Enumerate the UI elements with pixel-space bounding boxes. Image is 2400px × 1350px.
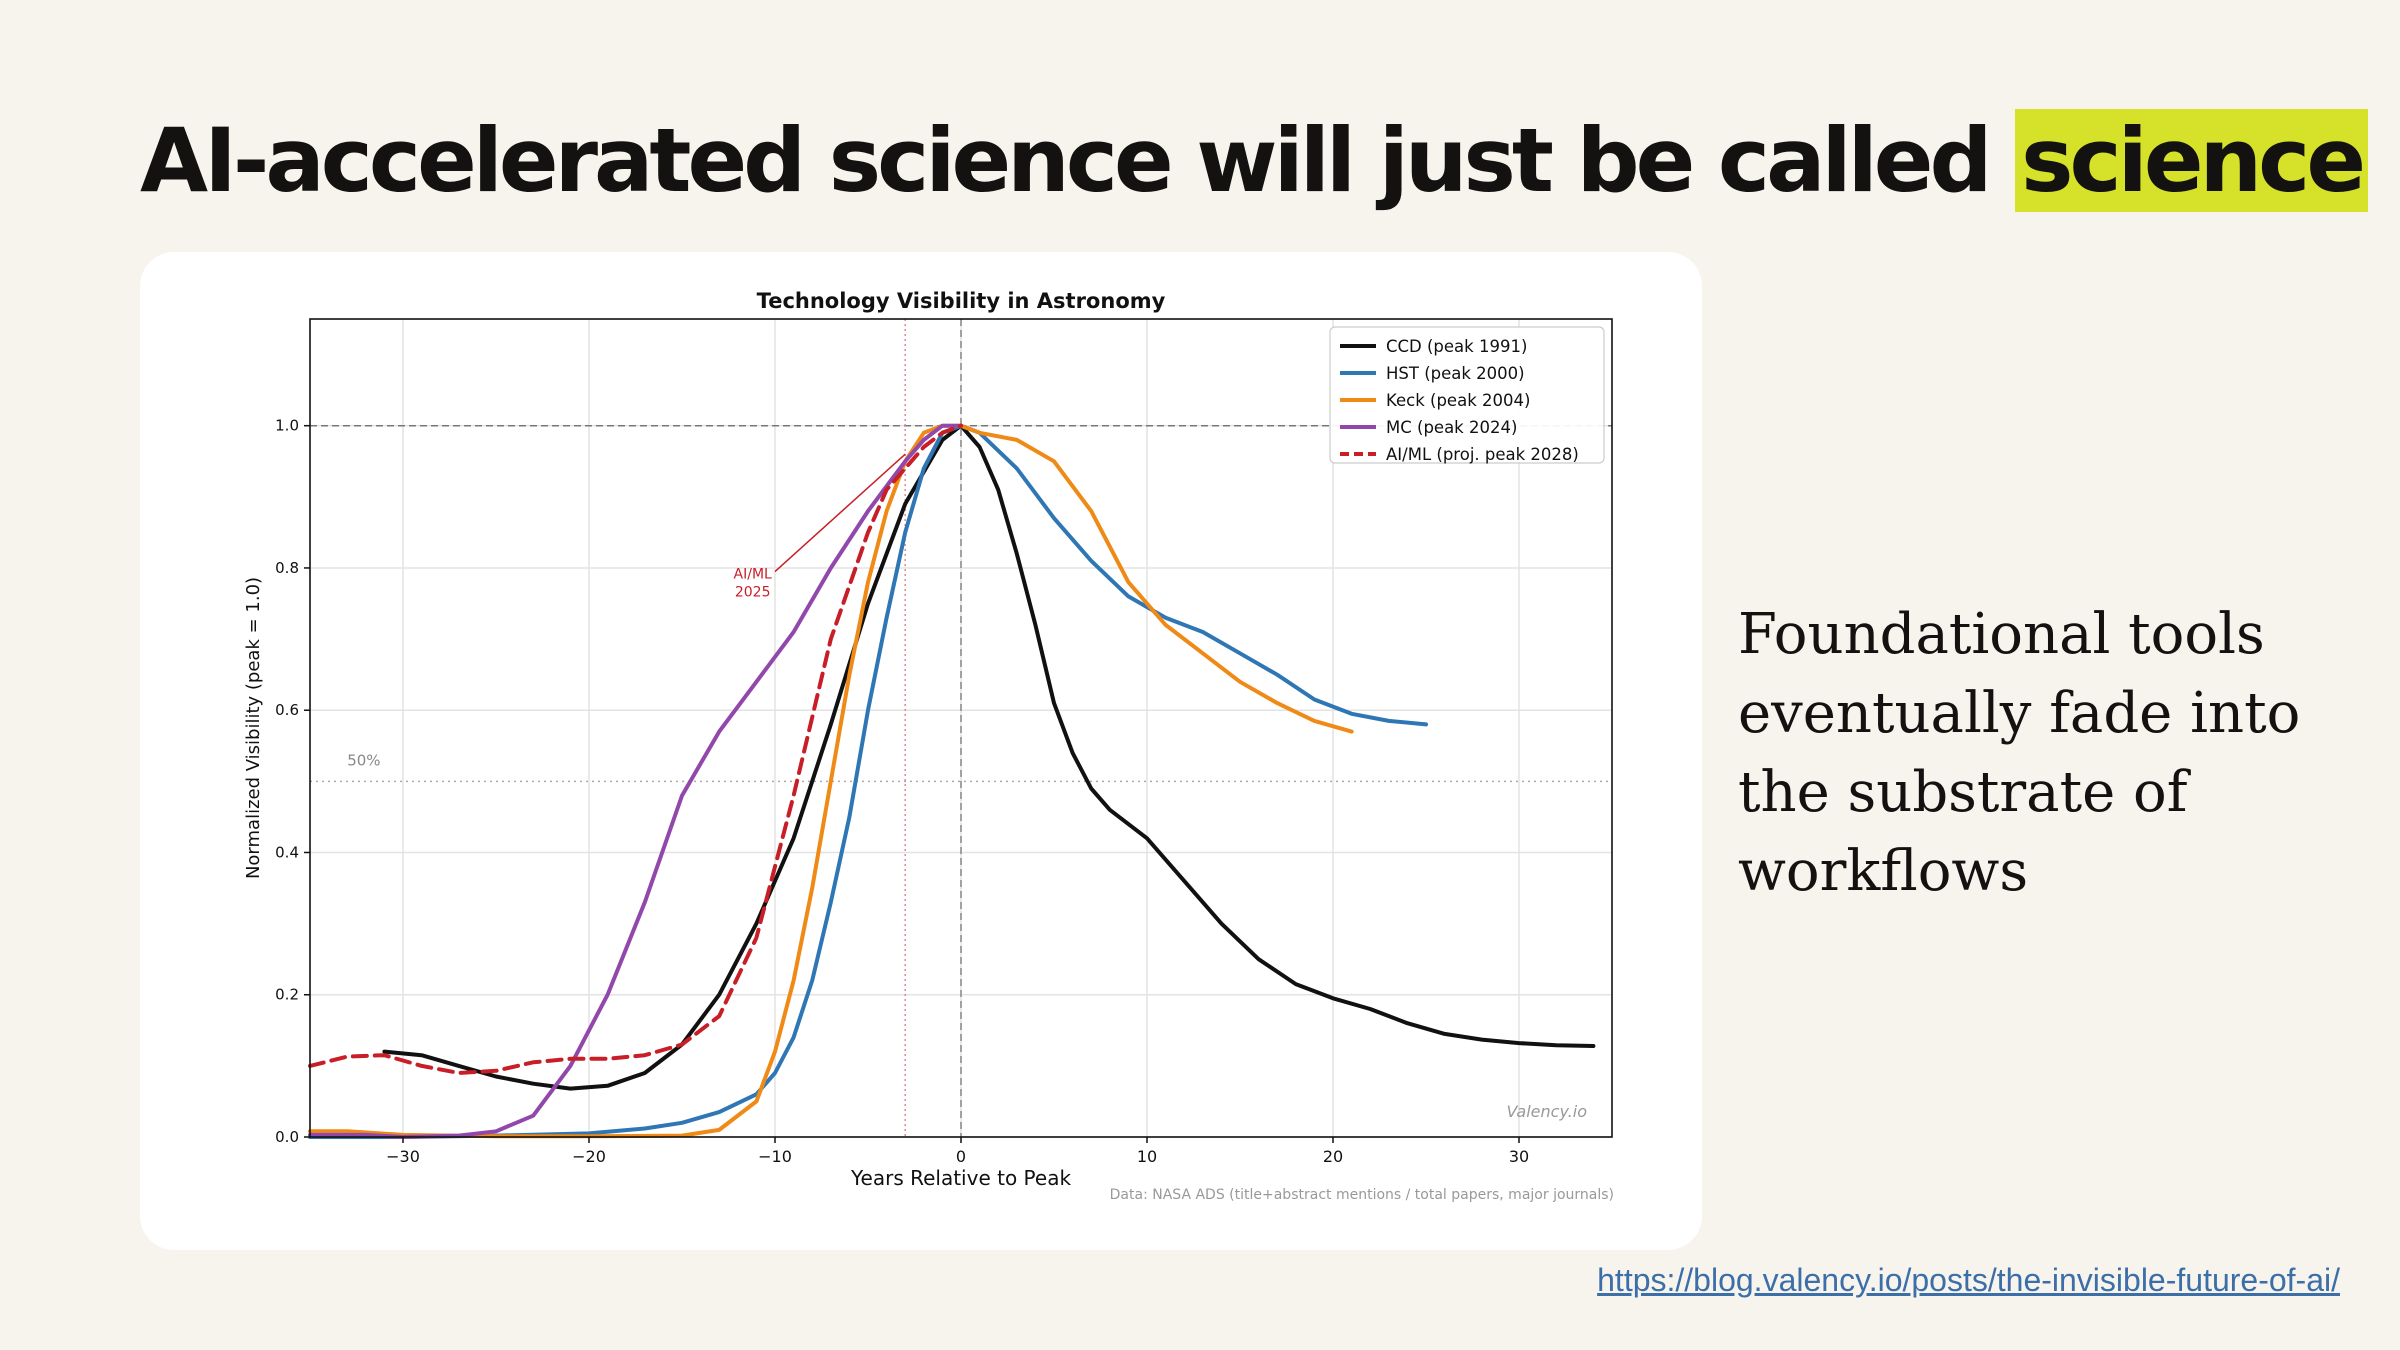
y-tick-label: 0.0 [275,1128,299,1146]
watermark: Valency.io [1507,1102,1588,1121]
series-line-1 [308,423,1428,1139]
annotation-label-line-2: 2025 [735,585,771,601]
y-tick-label: 0.6 [275,701,299,719]
legend-label-1: HST (peak 2000) [1386,364,1525,383]
x-tick-label: −30 [386,1147,420,1166]
series-line-0 [382,423,1596,1091]
source-link[interactable]: https://blog.valency.io/posts/the-invisi… [1597,1262,2340,1298]
legend-label-3: MC (peak 2024) [1386,418,1517,437]
x-tick-label: −10 [758,1147,792,1166]
chart-card: 50% AI/ML 2025 −30 −20 −10 0 10 20 30 0.0 0.2 0.4 0.6… [140,252,1702,1250]
slide-title: AI-accelerated science will just be call… [140,96,2369,226]
x-tick-label: 0 [956,1147,966,1166]
y-tick-label: 0.2 [275,986,299,1004]
x-axis-label: Years Relative to Peak [850,1166,1071,1190]
series-line-2 [308,423,1354,1139]
x-tick-label: 10 [1137,1147,1157,1166]
y-axis-label: Normalized Visibility (peak = 1.0) [243,577,264,879]
series-line-4 [308,423,963,1075]
x-tick-label: 20 [1323,1147,1343,1166]
y-tick-label: 0.4 [275,843,299,861]
slide-title-main: AI-accelerated science will just be call… [140,109,2016,212]
y-tick-label: 0.8 [275,559,299,577]
annotation-arrow [774,453,906,573]
legend-box [1329,326,1605,464]
x-tick-label: −20 [572,1147,606,1166]
y-tick-label: 1.0 [275,417,299,435]
x-tick-label: 30 [1509,1147,1529,1166]
chart-title: Technology Visibility in Astronomy [757,289,1166,313]
chart: 50% AI/ML 2025 −30 −20 −10 0 10 20 30 0.0 0.2 0.4 0.6… [243,289,1614,1203]
series-line-3 [308,423,963,1139]
legend-label-0: CCD (peak 1991) [1386,337,1527,356]
slide-title-highlight: science [2015,109,2369,212]
legend-label-2: Keck (peak 2004) [1386,391,1530,410]
data-source-note: Data: NASA ADS (title+abstract mentions … [1110,1187,1614,1203]
side-text: Foundational tools eventually fade into … [1738,602,2301,904]
half-reference-label: 50% [347,751,380,769]
legend-label-4: AI/ML (proj. peak 2028) [1386,445,1579,464]
annotation-label-line-1: AI/ML [734,567,773,583]
